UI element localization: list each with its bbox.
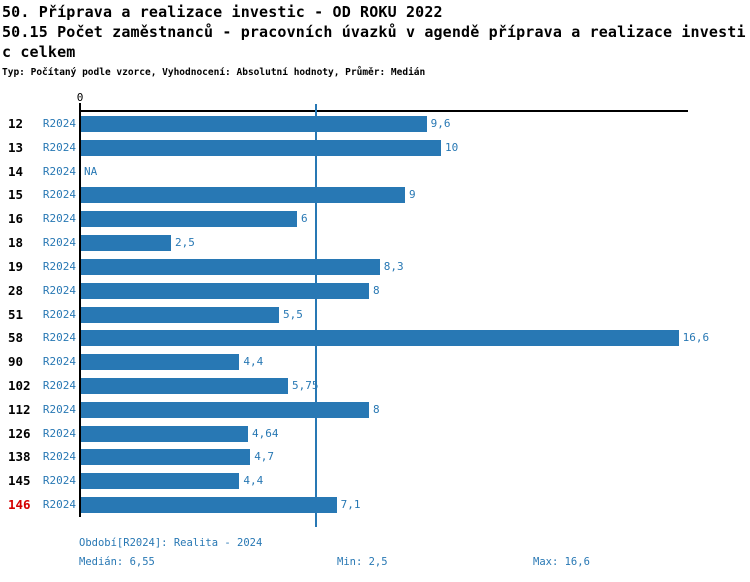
value-bar — [81, 425, 249, 442]
chart-row: 112 R2024 8 — [0, 398, 750, 422]
axis-left-spine — [78, 110, 81, 517]
row-period-label: R2024 — [42, 402, 76, 416]
chart-row: 58 R2024 16,6 — [0, 326, 750, 350]
chart-row: 145 R2024 4,4 — [0, 469, 750, 493]
value-label: 4,64 — [252, 426, 279, 440]
value-label: 9 — [409, 188, 416, 202]
row-period-label: R2024 — [42, 331, 76, 345]
row-period-label: R2024 — [42, 140, 76, 154]
footer-period: Období[R2024]: Realita - 2024 — [79, 537, 263, 549]
chart-row: 13 R2024 10 — [0, 136, 750, 160]
row-category-label: 19 — [8, 258, 24, 274]
value-bar — [81, 354, 240, 371]
row-period-label: R2024 — [42, 236, 76, 250]
row-category-label: 14 — [8, 163, 24, 179]
value-label: 4,4 — [243, 355, 264, 369]
row-category-label: 58 — [8, 330, 24, 346]
row-period-label: R2024 — [42, 283, 76, 297]
row-category-label: 146 — [8, 497, 31, 513]
row-period-label: R2024 — [42, 426, 76, 440]
row-period-label: R2024 — [42, 164, 76, 178]
row-period-label: R2024 — [42, 498, 76, 512]
value-bar — [81, 211, 297, 228]
chart-row: 146 R2024 7,1 — [0, 493, 750, 517]
chart-row: 12 R2024 9,6 — [0, 112, 750, 136]
chart-rows: 12 R2024 9,6 13 R2024 10 14 R2024 NA 15 R2024 9 16 R2… — [0, 112, 750, 518]
row-category-label: 102 — [8, 378, 31, 394]
report-subtitle: 50.15 Počet zaměstnanců - pracovních úva… — [2, 23, 746, 41]
value-label: 5,75 — [292, 379, 319, 393]
value-bar — [81, 378, 288, 395]
row-period-label: R2024 — [42, 212, 76, 226]
value-label: 7,1 — [340, 498, 361, 512]
value-bar — [81, 449, 251, 466]
value-label: 8 — [373, 283, 380, 297]
chart-row: 102 R2024 5,75 — [0, 374, 750, 398]
value-bar — [81, 401, 369, 418]
chart-row: 28 R2024 8 — [0, 279, 750, 303]
value-bar — [81, 116, 427, 132]
value-label: 8 — [373, 402, 380, 416]
value-bar — [81, 497, 337, 514]
row-category-label: 12 — [8, 116, 24, 131]
chart-row: 138 R2024 4,7 — [0, 445, 750, 469]
row-period-label: R2024 — [42, 450, 76, 464]
report-title: 50. Příprava a realizace investic - OD R… — [2, 3, 443, 21]
row-category-label: 18 — [8, 235, 24, 251]
value-bar — [81, 235, 171, 252]
value-bar — [81, 187, 405, 204]
value-bar — [81, 473, 240, 490]
footer-max: Max: 16,6 — [533, 556, 590, 568]
median-line — [315, 104, 317, 527]
axis-zero-label: 0 — [76, 91, 84, 104]
value-label: 5,5 — [283, 307, 303, 321]
row-category-label: 126 — [8, 425, 31, 441]
axis-top-line — [79, 110, 688, 112]
value-bar — [81, 139, 441, 156]
value-label: 2,5 — [175, 236, 195, 250]
row-period-label: R2024 — [42, 307, 76, 321]
chart-row: 16 R2024 6 — [0, 207, 750, 231]
chart-row: 90 R2024 4,4 — [0, 350, 750, 374]
chart-row: 19 R2024 8,3 — [0, 255, 750, 279]
row-period-label: R2024 — [42, 259, 76, 273]
value-label: 6 — [301, 212, 308, 226]
row-category-label: 16 — [8, 211, 24, 227]
row-category-label: 138 — [8, 449, 31, 465]
value-bar — [81, 306, 279, 323]
footer-median: Medián: 6,55 — [79, 556, 155, 568]
row-period-label: R2024 — [42, 355, 76, 369]
report-meta: Typ: Počítaný podle vzorce, Vyhodnocení:… — [2, 67, 426, 78]
row-category-label: 28 — [8, 282, 24, 298]
chart-row: 15 R2024 9 — [0, 183, 750, 207]
report-subtitle-wrap: c celkem — [2, 43, 76, 61]
chart-row: 18 R2024 2,5 — [0, 231, 750, 255]
row-category-label: 112 — [8, 401, 31, 417]
row-period-label: R2024 — [42, 188, 76, 202]
row-category-label: 15 — [8, 187, 24, 203]
value-bar — [81, 258, 380, 275]
chart-row: 51 R2024 5,5 — [0, 303, 750, 327]
value-bar — [81, 330, 679, 347]
value-label: NA — [84, 164, 98, 178]
row-period-label: R2024 — [42, 117, 76, 130]
value-label: 9,6 — [430, 117, 451, 130]
chart-row: 14 R2024 NA — [0, 160, 750, 184]
chart-row: 126 R2024 4,64 — [0, 422, 750, 446]
row-category-label: 145 — [8, 473, 31, 489]
axis-zero-tick — [79, 103, 81, 111]
row-period-label: R2024 — [42, 474, 76, 488]
value-label: 16,6 — [682, 331, 710, 345]
value-label: 8,3 — [383, 259, 404, 273]
value-label: 10 — [445, 140, 459, 154]
footer-min: Min: 2,5 — [337, 556, 388, 568]
row-category-label: 13 — [8, 139, 24, 155]
value-label: 4,7 — [254, 450, 275, 464]
row-period-label: R2024 — [42, 379, 76, 393]
row-category-label: 51 — [8, 306, 24, 322]
value-label: 4,4 — [243, 474, 264, 488]
row-category-label: 90 — [8, 354, 24, 370]
value-bar — [81, 282, 369, 299]
